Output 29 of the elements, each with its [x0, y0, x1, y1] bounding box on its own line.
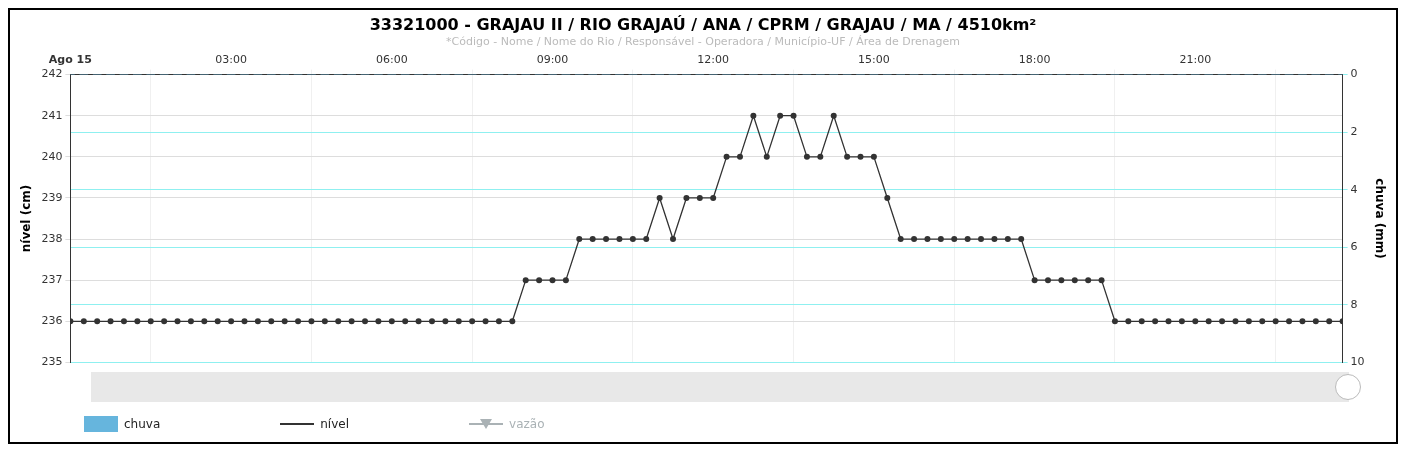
y-tick-label: 242 — [41, 67, 63, 81]
y2-tick-label: 0 — [1350, 67, 1358, 81]
y-tick-label: 235 — [41, 355, 63, 369]
legend-label: nível — [320, 417, 350, 431]
x-tick-label: 03:00 — [215, 52, 247, 66]
y2-tick-label: 4 — [1350, 182, 1358, 196]
y-tick-label: 236 — [41, 314, 63, 328]
y-tick-label: 237 — [41, 273, 63, 287]
legend-label: vazão — [509, 417, 545, 431]
chart-title: 33321000 - GRAJAU II / RIO GRAJAÚ / ANA / CPRM / GRAJAU / MA / 4510km² — [369, 14, 1037, 34]
y2-axis-title: chuva (mm) — [1372, 178, 1387, 259]
x-tick-label: 21:00 — [1179, 52, 1212, 66]
y2-tick-label: 8 — [1350, 297, 1358, 311]
x-tick-label: 15:00 — [858, 52, 890, 66]
y-tick-label: 239 — [41, 190, 63, 204]
x-tick-label: 12:00 — [697, 52, 730, 66]
chart-subtitle: *Código - Nome / Nome do Rio / Responsável - Operadora / Município-UF / Área de Drenagem — [446, 34, 960, 48]
y-axis-title: nível (cm) — [19, 184, 34, 253]
x-tick-label: 09:00 — [536, 52, 569, 66]
y-tick-label: 238 — [41, 231, 63, 245]
y2-tick-label: 2 — [1350, 125, 1358, 139]
x-tick-label: 06:00 — [375, 52, 408, 66]
legend-label: chuva — [124, 417, 161, 431]
y2-tick-label: 10 — [1350, 355, 1365, 369]
y-tick-label: 240 — [41, 149, 63, 163]
y-tick-label: 241 — [41, 108, 63, 122]
x-tick-label: Ago 15 — [48, 52, 92, 66]
y2-tick-label: 6 — [1350, 240, 1358, 254]
x-tick-label: 18:00 — [1018, 52, 1051, 66]
